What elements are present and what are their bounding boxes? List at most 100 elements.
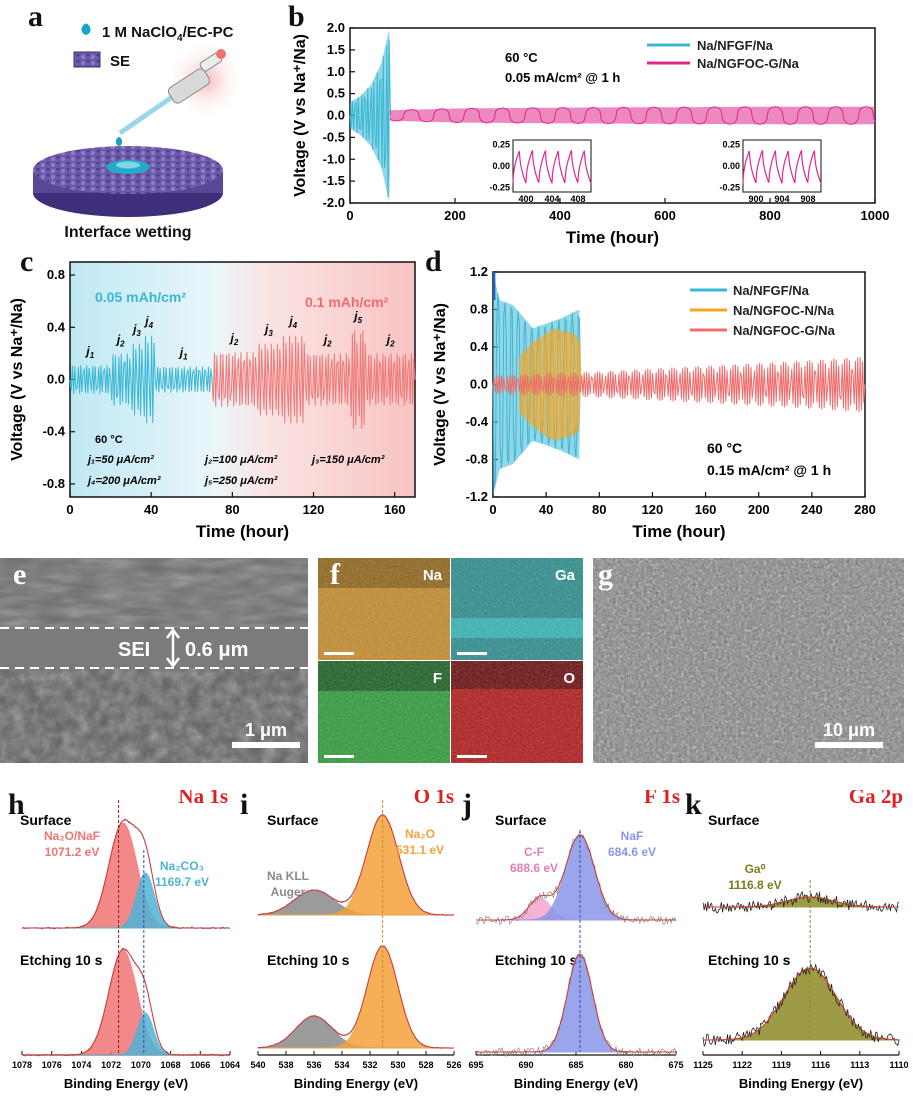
x-axis-label: Time (hour) xyxy=(196,522,289,541)
raw-spectrum xyxy=(475,829,677,926)
x-tick-label: 80 xyxy=(592,502,606,517)
panel-label-g: g xyxy=(598,558,613,591)
x-tick-label: 1072 xyxy=(101,1060,121,1070)
x-tick-label: 1068 xyxy=(161,1060,181,1070)
y-tick-label: -1.2 xyxy=(466,489,488,504)
peak-label-c-f: C-F xyxy=(524,845,544,859)
y-tick-label: -0.8 xyxy=(43,476,65,491)
x-tick-label: 695 xyxy=(468,1060,483,1070)
panel-b-chart: 0 200 400 600 800 1000 -2.0 -1.5 -1.0 -0.5 0.0 0.5 1… xyxy=(292,20,890,247)
peak-label-naf: NaF xyxy=(621,829,644,843)
legend-label: Na/NGFOC-G/Na xyxy=(733,323,836,338)
fit-envelope xyxy=(476,953,676,1053)
panel-label-b: b xyxy=(288,0,305,33)
panel-d-chart: 0 40 80 120 160 200 240 280 -1.2 -0.8 -0.4 0.0 0.4 0.… xyxy=(432,264,876,541)
row-label-etching: Etching 10 s xyxy=(20,952,103,968)
y-tick-label: -0.4 xyxy=(466,414,489,429)
step-label: j2 xyxy=(322,332,332,348)
panel-label-h: h xyxy=(8,788,25,821)
y-tick-label: -0.8 xyxy=(466,452,488,467)
inset-x-tick-label: 904 xyxy=(774,194,789,204)
xps-title: Na 1s xyxy=(178,790,228,808)
inset-x-tick-label: 908 xyxy=(800,194,815,204)
condition-j1: j₁=50 μA/cm² xyxy=(86,454,154,466)
panel-e-sem-image: SEI 0.6 μm 1 μm xyxy=(0,558,308,763)
peak-label-ga0: Ga⁰ xyxy=(745,862,766,876)
x-tick-label: 538 xyxy=(278,1060,293,1070)
inset-x-tick-label: 900 xyxy=(748,194,763,204)
fit-envelope xyxy=(22,819,230,929)
annotation-current: 0.15 mA/cm² @ 1 h xyxy=(707,462,831,478)
inset-y-tick-label: 0.00 xyxy=(492,161,510,171)
y-tick-label: -1.0 xyxy=(323,151,345,166)
scale-bar-e: 1 μm xyxy=(245,720,287,740)
panel-a-schematic: 1 M NaClO4/EC-PC SE Interface wetting xyxy=(33,23,245,241)
inset-x-tick-label: 408 xyxy=(570,194,585,204)
solid-electrolyte-disc xyxy=(33,146,223,217)
inset-y-tick-label: 0.25 xyxy=(492,139,510,149)
panel-label-d: d xyxy=(425,245,442,278)
y-tick-label: -1.5 xyxy=(323,173,345,188)
x-tick-label: 1113 xyxy=(850,1060,869,1070)
y-axis-label: Voltage (V vs Na⁺/Na) xyxy=(9,298,26,461)
x-axis-label: Binding Energy (eV) xyxy=(514,1076,638,1091)
x-tick-label: 1125 xyxy=(693,1060,713,1070)
series-ngfoc-g-line xyxy=(389,106,876,125)
x-tick-label: 526 xyxy=(446,1060,461,1070)
y-tick-label: -0.4 xyxy=(43,424,66,439)
inset-y-tick-label: 0.25 xyxy=(722,139,740,149)
x-tick-label: 1066 xyxy=(190,1060,210,1070)
x-tick-label: 1116 xyxy=(811,1060,830,1070)
x-tick-label: 532 xyxy=(362,1060,377,1070)
inset-y-tick-label: 0.00 xyxy=(722,161,740,171)
svg-text:1 M NaClO4/EC-PC: 1 M NaClO4/EC-PC xyxy=(102,24,234,44)
step-label: j5 xyxy=(352,309,362,325)
inset-x-tick-label: 404 xyxy=(544,194,559,204)
x-tick-label: 534 xyxy=(334,1060,349,1070)
se-swatch xyxy=(73,51,101,68)
x-tick-label: 1000 xyxy=(861,208,890,223)
fit-envelope xyxy=(258,945,454,1049)
y-tick-label: 1.0 xyxy=(327,64,345,79)
legend-label: Na/NGFOC-G/Na xyxy=(697,56,800,71)
y-tick-label: 0.8 xyxy=(47,267,65,282)
y-tick-label: -2.0 xyxy=(323,195,345,210)
pipette-icon xyxy=(118,49,226,136)
annotation-current: 0.05 mA/cm² @ 1 h xyxy=(505,70,620,85)
x-tick-label: 240 xyxy=(801,502,823,517)
step-label: j1 xyxy=(84,344,94,360)
step-label: j3 xyxy=(131,322,141,338)
peak-label-na2o: Na₂O xyxy=(405,827,435,841)
panel-i-xps-o1s: 540 538 536 534 532 530 528 526 Binding Energy (… xyxy=(250,790,461,1091)
condition-j2: j₂=100 μA/cm² xyxy=(203,454,278,466)
row-label-etching: Etching 10 s xyxy=(495,952,578,968)
step-segment xyxy=(154,366,213,393)
x-tick-label: 160 xyxy=(695,502,717,517)
step-segment xyxy=(130,343,144,416)
row-label-surface: Surface xyxy=(708,812,760,828)
se-label: SE xyxy=(110,53,130,70)
x-tick-label: 0 xyxy=(346,208,353,223)
inset-x-tick-label: 400 xyxy=(518,194,533,204)
series-nfgf-line xyxy=(349,39,391,198)
panel-f-eds-maps: Na Ga F O xyxy=(318,558,583,763)
region-label-low: 0.05 mAh/cm² xyxy=(95,289,186,305)
step-segment xyxy=(69,365,112,394)
inset-y-tick-label: -0.25 xyxy=(719,183,740,193)
step-label: j4 xyxy=(287,314,297,330)
x-axis-label: Binding Energy (eV) xyxy=(64,1076,188,1091)
y-tick-label: 1.2 xyxy=(470,264,488,279)
fit-peak xyxy=(703,967,900,1041)
step-segment xyxy=(110,353,132,406)
peak-position-ga0: 1116.8 eV xyxy=(728,878,781,892)
y-axis-label: Voltage (V vs Na⁺/Na) xyxy=(292,34,309,197)
x-tick-label: 600 xyxy=(654,208,676,223)
x-tick-label: 800 xyxy=(759,208,781,223)
interface-wetting-caption: Interface wetting xyxy=(64,224,191,241)
y-tick-label: 0.4 xyxy=(470,339,489,354)
droplet-icon xyxy=(81,23,91,35)
fit-envelope xyxy=(257,814,454,916)
y-tick-label: 0.0 xyxy=(47,372,65,387)
eds-label-f: F xyxy=(433,670,442,687)
peak-position-na2o-naf: 1071.2 eV xyxy=(45,845,100,859)
